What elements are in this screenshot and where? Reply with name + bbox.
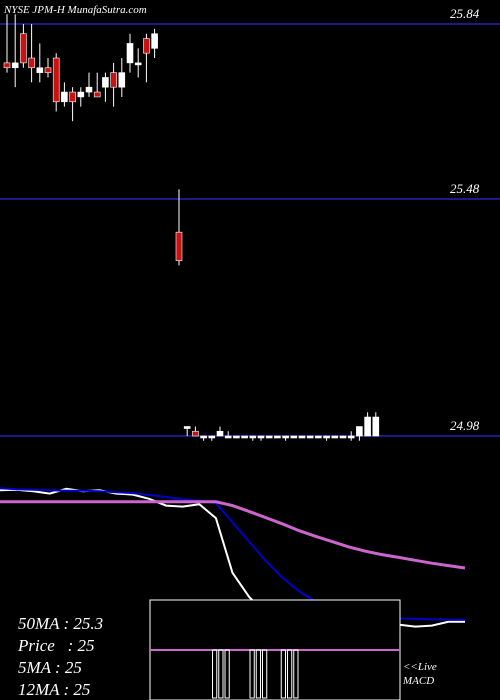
macd-live-label: <<Live [403, 661, 437, 673]
candle-up [77, 91, 85, 98]
candle-up [224, 435, 232, 439]
candle-up [200, 435, 207, 439]
macd-bar [287, 649, 293, 699]
stat-price: Price : 25 [18, 636, 95, 655]
candle-up [274, 435, 281, 439]
candle-up [306, 435, 314, 439]
candle-up [61, 91, 68, 103]
candle-up [126, 43, 134, 64]
candle-up [118, 72, 126, 88]
candle-down [93, 91, 101, 98]
candle-up [183, 426, 191, 429]
candle-up [216, 430, 224, 437]
macd-bar [218, 649, 224, 699]
candle-down [143, 38, 150, 54]
candle-up [134, 62, 142, 66]
stat-ma5: 5MA : 25 [18, 658, 82, 677]
price-level-label: 25.48 [450, 181, 480, 196]
candle-up [36, 67, 44, 73]
candle-down [110, 72, 117, 88]
candle-up [356, 426, 363, 437]
candle-up [290, 435, 298, 439]
candle-up [208, 435, 216, 439]
candle-down [20, 33, 27, 64]
macd-bar [280, 649, 286, 699]
macd-bar [262, 649, 268, 699]
chart-title: NYSE JPM-H MunafaSutra.com [3, 4, 147, 16]
candle-up [11, 62, 19, 69]
candle-up [265, 435, 273, 439]
candle-up [331, 435, 339, 439]
candle-up [233, 435, 240, 439]
candle-up [249, 435, 257, 439]
candle-down [28, 57, 35, 69]
candle-down [175, 231, 183, 261]
candle-down [52, 57, 60, 103]
macd-panel [149, 599, 401, 700]
candles [3, 14, 380, 441]
candle-up [315, 435, 322, 439]
candle-up [85, 86, 93, 93]
price-level-label: 25.84 [450, 6, 480, 21]
candle-down [69, 91, 76, 103]
candle-up [298, 435, 306, 439]
stat-ma12: 12MA : 25 [18, 680, 91, 699]
macd-bar [224, 649, 230, 699]
price-level-label: 24.98 [450, 418, 480, 433]
candle-down [192, 430, 199, 437]
candle-up [257, 435, 265, 439]
macd-bar [293, 649, 299, 699]
candle-up [241, 435, 248, 439]
macd-bar [255, 649, 261, 699]
series-line-ma_long [0, 500, 466, 570]
candle-up [151, 33, 158, 49]
candle-up [347, 435, 355, 439]
candle-up [339, 435, 347, 439]
macd-bar [212, 649, 218, 699]
candle-up [102, 77, 109, 88]
candle-down [44, 67, 52, 73]
stat-ma50: 50MA : 25.3 [18, 614, 104, 633]
macd-label: MACD [402, 675, 434, 687]
candle-up [323, 435, 330, 439]
candle-up [364, 416, 371, 437]
macd-bar [249, 649, 255, 699]
candle-up [282, 435, 289, 439]
candle-down [3, 62, 11, 69]
candle-up [372, 416, 380, 437]
